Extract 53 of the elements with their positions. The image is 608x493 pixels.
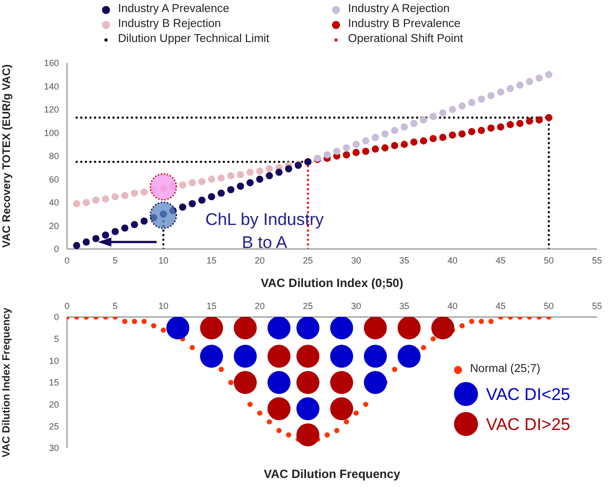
y-axis-title: VAC Dilution Index Frequency: [0, 307, 13, 458]
x-tick-label: 30: [351, 255, 362, 266]
legend-label: VAC DI>25: [486, 414, 570, 434]
x-tick-label: 0: [64, 255, 70, 266]
legend-label: Industry B Rejection: [118, 17, 221, 32]
legend-label: Industry B Prevalence: [348, 17, 461, 32]
x-tick-label: 35: [399, 255, 410, 266]
x-tick-label: 5: [112, 301, 118, 311]
legend-label: Industry A Rejection: [348, 2, 450, 17]
x-tick-label: 20: [254, 255, 265, 266]
x-tick-label: 20: [254, 301, 265, 311]
x-tick-label: 40: [447, 255, 458, 266]
y-tick-label: 20: [48, 400, 59, 410]
x-tick-label: 45: [496, 301, 506, 311]
x-tick-label: 10: [158, 255, 168, 266]
x-tick-label: 55: [592, 255, 602, 266]
legend-label: Normal (25;7): [470, 362, 540, 377]
x-tick-label: 50: [544, 255, 554, 266]
x-tick-label: 5: [112, 255, 118, 266]
y-tick-label: 30: [48, 443, 59, 454]
x-tick-label: 15: [206, 255, 217, 266]
y-tick-label: 140: [44, 81, 59, 92]
y-axis-title: VAC Recovery TOTEX (EUR/g VAC): [0, 64, 13, 248]
y-tick-label: 10: [48, 356, 59, 366]
x-tick-label: 10: [158, 301, 168, 311]
x-tick-label: 50: [544, 301, 554, 311]
x-tick-label: 30: [351, 301, 362, 311]
y-tick-label: 0: [54, 244, 59, 254]
x-tick-label: 15: [206, 301, 217, 311]
y-tick-label: 160: [44, 58, 59, 68]
annotation: ChL by Industry B to A: [204, 209, 325, 254]
y-tick-label: 0: [54, 312, 59, 322]
x-axis-title: VAC Dilution Frequency: [262, 467, 402, 481]
y-tick-label: 25: [48, 421, 59, 432]
y-tick-label: 120: [44, 104, 59, 115]
x-tick-label: 35: [399, 301, 410, 311]
y-tick-label: 60: [48, 174, 59, 184]
y-tick-label: 100: [44, 128, 59, 138]
y-tick-label: 5: [54, 334, 59, 344]
y-tick-label: 40: [48, 198, 59, 208]
legend-label: Dilution Upper Technical Limit: [118, 32, 270, 47]
legend-label: Industry A Prevalence: [118, 2, 230, 17]
y-tick-label: 20: [48, 220, 59, 231]
y-tick-label: 80: [48, 151, 59, 162]
x-tick-label: 40: [447, 301, 458, 311]
y-tick-label: 15: [48, 378, 59, 388]
x-tick-label: 25: [302, 255, 313, 266]
x-tick-label: 0: [64, 301, 70, 311]
legend-label: Operational Shift Point: [348, 32, 464, 47]
x-tick-label: 25: [302, 301, 313, 311]
x-tick-label: 55: [592, 301, 602, 311]
legend-label: VAC DI<25: [486, 384, 570, 404]
x-tick-label: 45: [496, 255, 506, 266]
